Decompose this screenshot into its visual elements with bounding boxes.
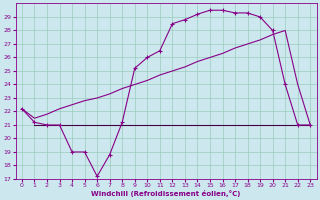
X-axis label: Windchill (Refroidissement éolien,°C): Windchill (Refroidissement éolien,°C) — [92, 190, 241, 197]
